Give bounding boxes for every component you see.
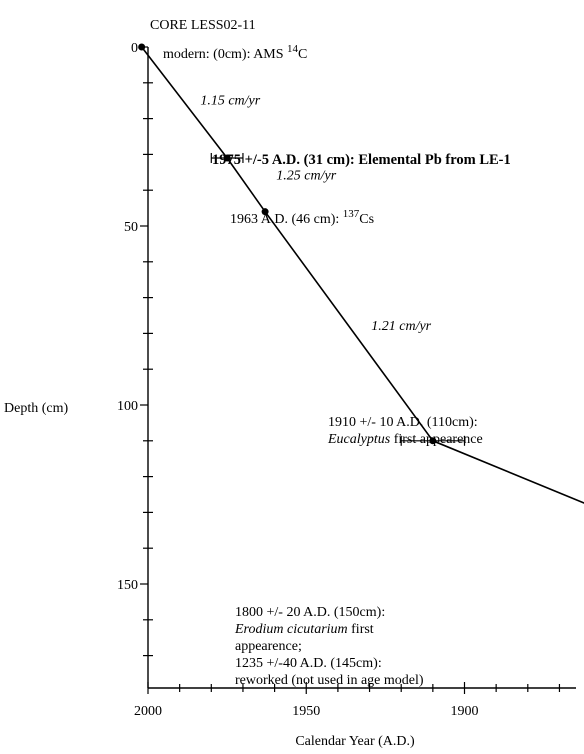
y-tick-label: 150	[117, 578, 138, 593]
axes: 050100150200019501900185018001750	[117, 41, 576, 719]
y-tick-label: 0	[131, 41, 138, 56]
series-group	[141, 46, 584, 504]
annotation-erodium-1: 1800 +/- 20 A.D. (150cm):	[235, 605, 385, 620]
data-point	[138, 43, 146, 51]
rate-label: 1.15 cm/yr	[200, 93, 260, 108]
annotation-erodium-3: appearence;	[235, 639, 302, 654]
annotation-erodium-4: 1235 +/-40 A.D. (145cm):	[235, 656, 382, 671]
annotation-erodium-5: reworked (not used in age model)	[235, 673, 424, 688]
data-point	[223, 154, 231, 162]
rate-labels: 1.15 cm/yr1.25 cm/yr1.21 cm/yr0.36 cm/yr	[200, 93, 431, 334]
rate-label: 1.21 cm/yr	[371, 319, 431, 334]
data-point	[261, 208, 269, 216]
x-axis-label: Calendar Year (A.D.)	[295, 734, 415, 749]
y-tick-label: 100	[117, 399, 138, 414]
y-axis-label: Depth (cm)	[4, 401, 68, 416]
data-point	[429, 437, 437, 445]
annotation-eucalyptus-2: Eucalyptus first appearence	[327, 432, 483, 447]
x-tick-label: 1900	[451, 704, 479, 719]
annotation-eucalyptus-1: 1910 +/- 10 A.D. (110cm):	[328, 415, 478, 430]
x-tick-label: 2000	[134, 704, 162, 719]
annotation-erodium-2: Erodium cicutarium first	[234, 622, 374, 637]
x-tick-label: 1950	[292, 704, 320, 719]
chart-title: CORE LESS02-11	[150, 18, 256, 33]
rate-label: 1.25 cm/yr	[276, 168, 336, 183]
annotation-modern: modern: (0cm): AMS 14C	[163, 43, 307, 62]
data-points	[138, 43, 437, 445]
annotation-pb: 1975 +/-5 A.D. (31 cm): Elemental Pb fro…	[212, 152, 511, 168]
age-depth-line	[141, 46, 584, 504]
y-tick-label: 50	[124, 220, 138, 235]
annotation-cs: 1963 A.D. (46 cm): 137Cs	[230, 208, 374, 227]
